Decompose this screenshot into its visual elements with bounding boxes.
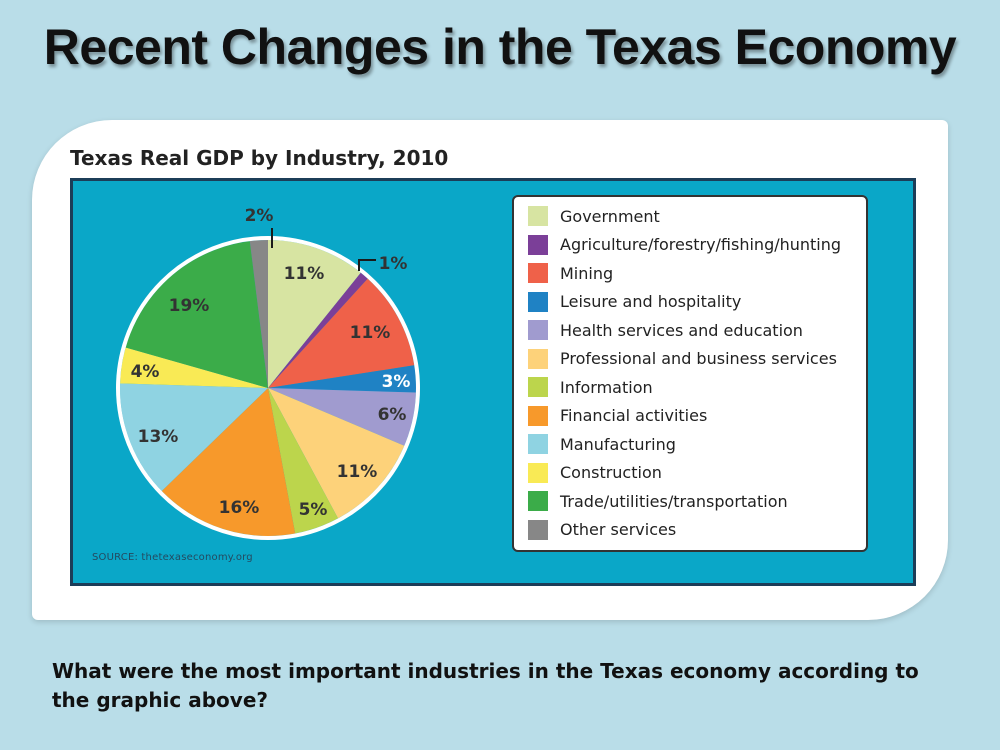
legend-swatch xyxy=(528,491,548,511)
pie-label-professional-and-business-services: 11% xyxy=(337,462,378,482)
legend-item-professional: Professional and business services xyxy=(528,348,837,370)
pie-label-leisure-and-hospitality: 3% xyxy=(382,372,411,392)
legend-swatch xyxy=(528,291,548,312)
slide-title: Recent Changes in the Texas Economy xyxy=(43,19,957,75)
legend-swatch xyxy=(528,320,548,340)
legend-item-financial: Financial activities xyxy=(528,405,707,427)
pie-slice-manufacturing xyxy=(120,383,268,492)
pie-slice-trade-utilities-transportation xyxy=(125,241,268,388)
pie-label-manufacturing: 13% xyxy=(138,427,179,447)
legend-item-leisure: Leisure and hospitality xyxy=(528,291,741,313)
pie-slice-other-services xyxy=(249,240,268,388)
legend-item-agriculture: Agriculture/forestry/fishing/hunting xyxy=(528,234,841,256)
legend-item-health: Health services and education xyxy=(528,319,803,341)
legend-item-government: Government xyxy=(528,205,660,227)
legend-label: Leisure and hospitality xyxy=(560,292,742,311)
legend-item-manufacturing: Manufacturing xyxy=(528,433,676,455)
legend-label: Agriculture/forestry/fishing/hunting xyxy=(560,235,842,254)
legend-item-information: Information xyxy=(528,376,653,398)
pie-label-other-services: 2% xyxy=(245,206,274,226)
legend-label: Other services xyxy=(560,520,677,539)
pie-label-construction: 4% xyxy=(131,362,160,382)
leader-line-agriculture xyxy=(358,259,376,271)
pie-slice-construction xyxy=(120,347,268,388)
pie-label-government: 11% xyxy=(284,264,325,284)
legend-label: Government xyxy=(560,206,660,226)
legend-swatch xyxy=(528,377,548,397)
question-text: What were the most important industries … xyxy=(52,659,919,712)
legend-label: Construction xyxy=(560,463,662,482)
pie-label-trade-utilities-transportation: 19% xyxy=(169,296,210,316)
pie-label-information: 5% xyxy=(299,500,328,520)
legend-label: Health services and education xyxy=(560,320,803,340)
legend-label: Mining xyxy=(560,263,614,283)
pie-outline xyxy=(116,236,420,540)
pie-slice-professional-and-business-services xyxy=(268,388,405,519)
legend-item-trade: Trade/utilities/transportation xyxy=(528,490,788,512)
legend-swatch xyxy=(528,462,548,483)
legend-swatch xyxy=(528,519,548,540)
legend-label: Information xyxy=(560,377,653,397)
legend-swatch xyxy=(528,263,548,283)
pie-slice-government xyxy=(268,240,361,388)
legend-item-other: Other services xyxy=(528,519,676,541)
legend-swatch xyxy=(528,234,548,255)
legend-swatch xyxy=(528,405,548,426)
legend-swatch xyxy=(528,434,548,454)
legend-item-construction: Construction xyxy=(528,462,662,484)
pie-label-health-services-and-education: 6% xyxy=(378,405,407,425)
chart-source: SOURCE: thetexaseconomy.org xyxy=(92,552,253,563)
chart-legend: Government Agriculture/forestry/fishing/… xyxy=(512,195,868,552)
legend-label: Manufacturing xyxy=(560,434,676,454)
legend-swatch xyxy=(528,206,548,226)
pie-slice-agriculture-forestry-fishing-hunting xyxy=(268,272,368,388)
legend-label: Professional and business services xyxy=(560,349,837,368)
legend-label: Financial activities xyxy=(560,406,708,425)
pie-slice-financial-activities xyxy=(161,388,296,536)
legend-swatch xyxy=(528,348,548,369)
legend-label: Trade/utilities/transportation xyxy=(560,491,788,511)
pie-label-agriculture-forestry-fishing-hunting: 1% xyxy=(379,254,408,274)
pie-slice-leisure-and-hospitality xyxy=(268,365,416,393)
chart-title: Texas Real GDP by Industry, 2010 xyxy=(70,146,449,170)
pie-slice-mining xyxy=(268,278,415,388)
legend-item-mining: Mining xyxy=(528,262,613,284)
pie-slice-health-services-and-education xyxy=(268,388,416,446)
pie-slice-information xyxy=(268,388,339,534)
pie-label-financial-activities: 16% xyxy=(219,498,260,518)
pie-label-mining: 11% xyxy=(350,323,391,343)
